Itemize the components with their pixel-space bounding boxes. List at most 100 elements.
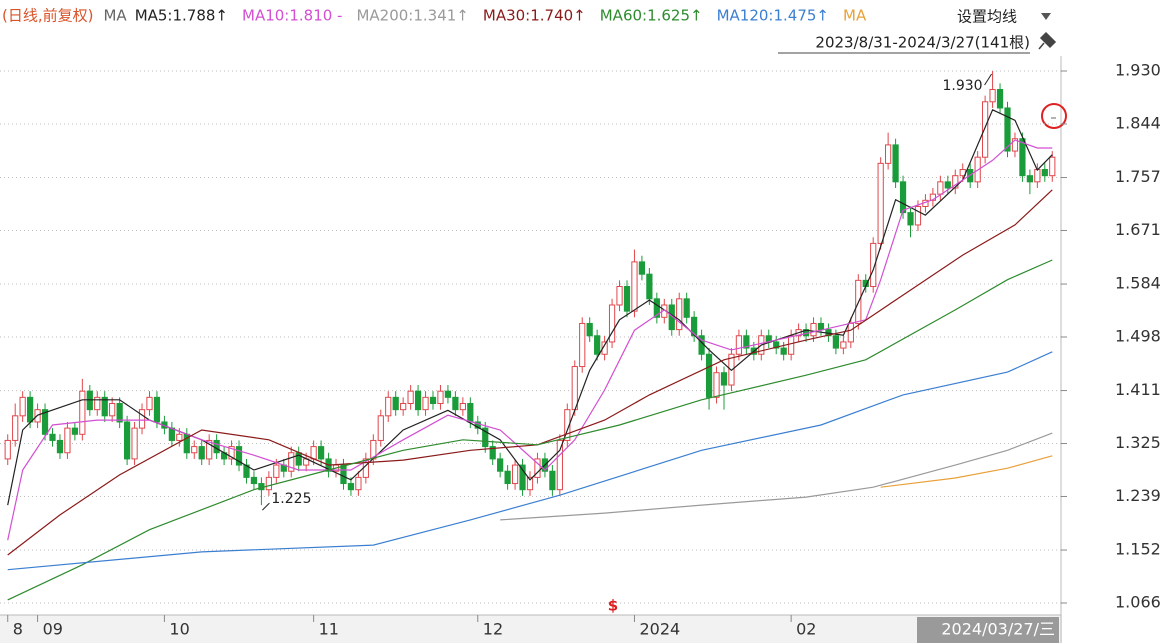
candle	[138, 403, 146, 435]
candle-body	[631, 261, 638, 312]
candle-body	[288, 452, 295, 472]
legend-entry[interactable]: MA60:1.625↑	[600, 7, 703, 25]
candle	[713, 366, 720, 404]
candle-body	[235, 446, 243, 466]
cursor-date: 2024/03/27/三	[941, 620, 1055, 639]
candle	[49, 428, 56, 447]
candle	[79, 378, 86, 441]
legend-entry[interactable]: MA30:1.740↑	[483, 7, 586, 25]
legend-entry[interactable]: MA10:1.810 -	[242, 7, 342, 25]
candle-body	[422, 396, 429, 411]
pin-icon[interactable]	[1038, 31, 1057, 50]
candle	[653, 292, 660, 324]
candle-body	[452, 396, 459, 411]
candle-body	[101, 396, 108, 417]
event-marker: $	[608, 597, 618, 615]
candle	[482, 421, 489, 453]
x-tick-label: 12	[483, 620, 503, 639]
candle-body	[1011, 138, 1019, 152]
candle	[683, 292, 690, 324]
candle-body	[273, 464, 280, 478]
candle-body	[549, 470, 556, 491]
candle-body	[646, 273, 653, 300]
candle	[489, 440, 496, 466]
y-tick-label: 1.498	[1115, 327, 1161, 346]
candle	[235, 440, 243, 472]
candle	[989, 71, 996, 108]
legend-entry[interactable]: MA5:1.788↑	[135, 7, 228, 25]
candle-body	[228, 446, 235, 460]
candle-body	[616, 286, 623, 306]
candle	[385, 391, 392, 422]
candle	[534, 452, 541, 484]
ma-line	[7, 139, 1053, 541]
settings-button[interactable]: 设置均线	[957, 8, 1017, 26]
ma-line	[7, 259, 1053, 601]
candle-body	[482, 427, 489, 448]
candle-body	[989, 88, 996, 103]
candle	[922, 194, 929, 213]
candle-body	[355, 476, 362, 491]
candle	[586, 317, 593, 342]
candle	[429, 391, 437, 410]
candle-body	[683, 298, 690, 318]
candle	[526, 471, 534, 496]
candle	[12, 403, 19, 447]
candle-body	[907, 212, 914, 226]
candle	[691, 311, 698, 342]
candle-body	[1041, 169, 1048, 177]
candle-body	[877, 162, 884, 244]
candle-body	[94, 396, 101, 411]
candle	[131, 421, 138, 466]
annotation-arrow	[984, 73, 993, 86]
candle-body	[519, 464, 526, 491]
legend-entry[interactable]: MA120:1.475↑	[717, 7, 829, 25]
candle	[870, 237, 877, 293]
candle-body	[56, 439, 64, 454]
candle-body	[407, 390, 414, 404]
header: (日线,前复权) MA MA5:1.788↑ MA10:1.810 - MA200:1.…	[2, 7, 867, 25]
candle-body	[489, 446, 496, 460]
candle-body	[1019, 138, 1026, 177]
candle	[191, 440, 198, 459]
candle	[519, 458, 526, 496]
candle-body	[534, 458, 541, 478]
candle-body	[444, 390, 452, 398]
candle-body	[4, 439, 11, 460]
candle-body	[608, 304, 616, 343]
candle	[564, 403, 571, 447]
candle-body	[564, 409, 571, 441]
candle	[437, 385, 444, 410]
candle	[392, 391, 399, 416]
ma-line	[500, 432, 1053, 521]
candle-body	[385, 396, 392, 417]
annotation: 1.225	[271, 491, 311, 507]
candle	[86, 385, 93, 416]
candle-body	[310, 446, 317, 460]
dropdown-arrow[interactable]	[1041, 13, 1051, 20]
candle-body	[952, 175, 959, 189]
candle-body	[982, 101, 989, 158]
candle	[944, 175, 951, 195]
candle-body	[206, 439, 213, 460]
candle-body	[526, 476, 534, 491]
candle-body	[317, 446, 325, 460]
candle-body	[892, 144, 899, 183]
plot: 1.930 1.844 1.757 1.671 1.584 1.498 1.411 1.325…	[0, 61, 1161, 639]
legend-entry[interactable]: MA	[843, 7, 867, 25]
candle-body	[810, 322, 817, 337]
candle-body	[847, 322, 854, 343]
legend-entry[interactable]: MA200:1.341↑	[356, 7, 468, 25]
highlight-circle	[1041, 103, 1067, 129]
candle-body	[437, 390, 444, 404]
candle-body	[497, 458, 504, 472]
x-tick-label: 02	[796, 620, 816, 639]
candle-body	[713, 372, 720, 398]
candle-body	[191, 446, 198, 454]
candle-body	[743, 335, 750, 349]
candle-body	[579, 322, 586, 368]
candle-body	[885, 144, 892, 164]
candle-body	[840, 341, 847, 349]
candle	[892, 138, 899, 188]
